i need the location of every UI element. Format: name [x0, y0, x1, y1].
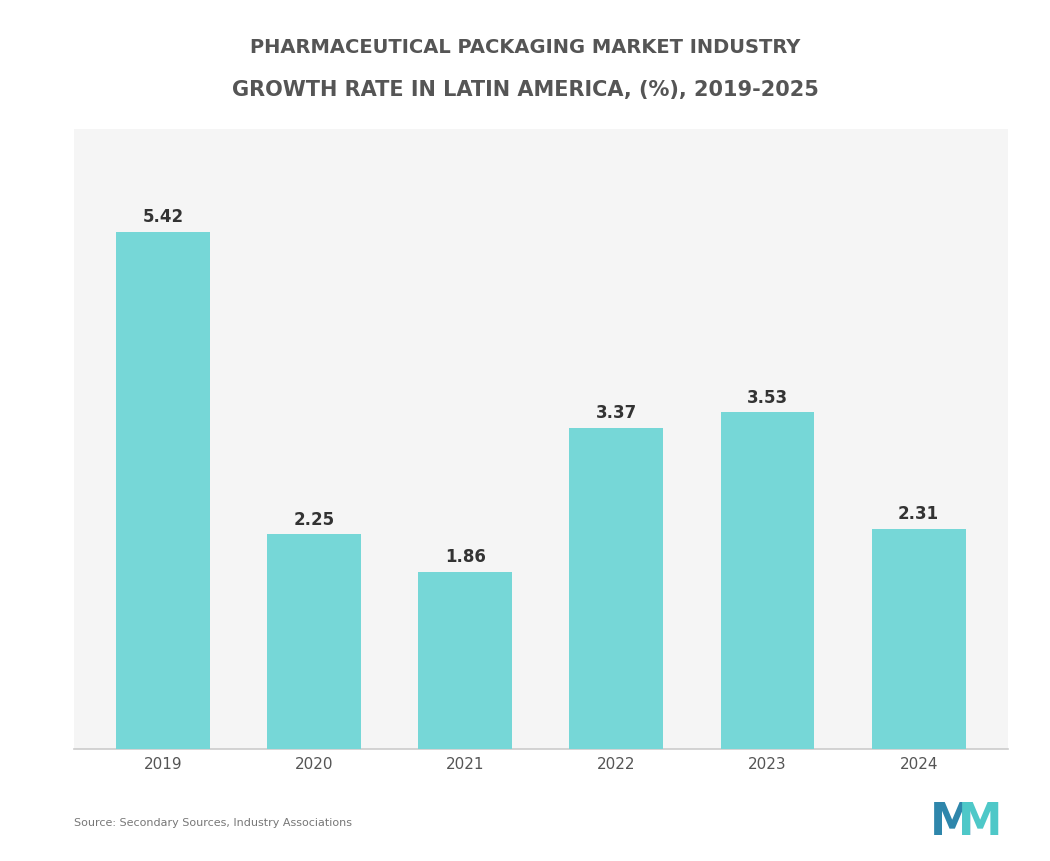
- Text: M: M: [958, 801, 1003, 844]
- Text: 5.42: 5.42: [143, 208, 184, 226]
- Text: GROWTH RATE IN LATIN AMERICA, (%), 2019-2025: GROWTH RATE IN LATIN AMERICA, (%), 2019-…: [232, 80, 818, 101]
- Text: 3.37: 3.37: [595, 404, 637, 422]
- Bar: [418, 572, 512, 749]
- Text: 2.25: 2.25: [293, 511, 335, 529]
- Text: PHARMACEUTICAL PACKAGING MARKET INDUSTRY: PHARMACEUTICAL PACKAGING MARKET INDUSTRY: [250, 38, 800, 57]
- Bar: [116, 232, 210, 749]
- Text: M: M: [929, 801, 974, 844]
- Bar: [872, 529, 966, 749]
- Text: 3.53: 3.53: [747, 388, 789, 406]
- Text: 2.31: 2.31: [898, 505, 939, 523]
- Bar: [267, 535, 361, 749]
- Bar: [720, 412, 815, 749]
- Bar: [569, 428, 664, 749]
- Text: Source: Secondary Sources, Industry Associations: Source: Secondary Sources, Industry Asso…: [74, 818, 352, 828]
- Text: 1.86: 1.86: [445, 548, 485, 566]
